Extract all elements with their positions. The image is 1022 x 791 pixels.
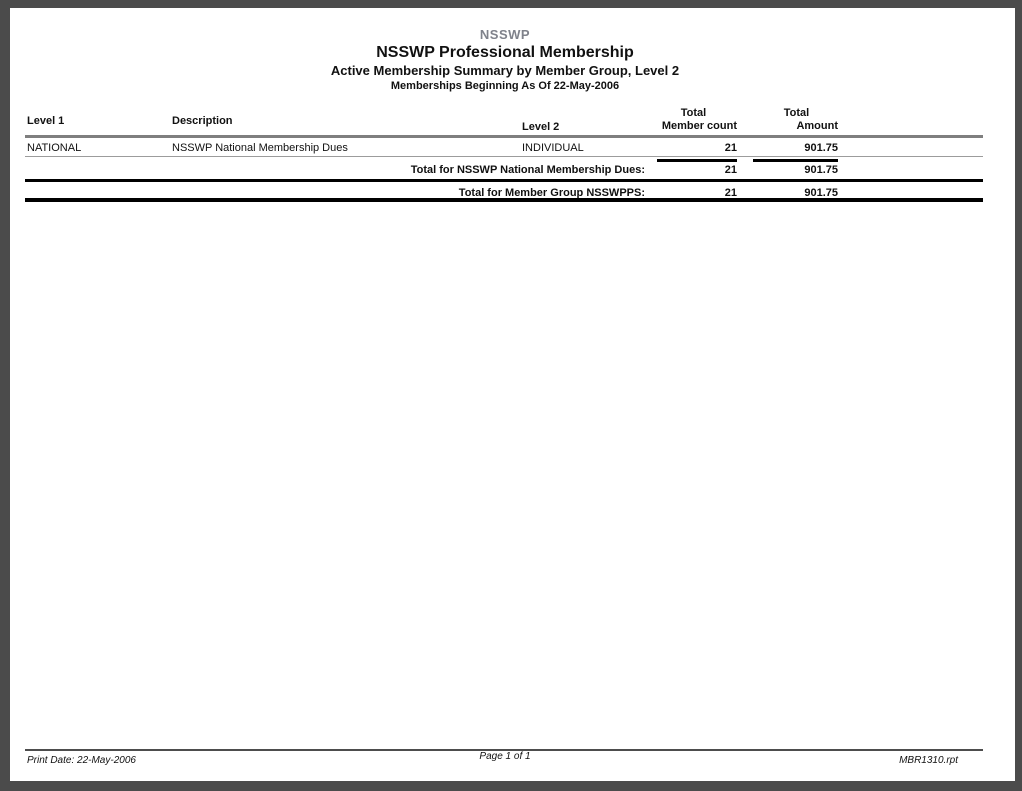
report-date-line: Memberships Beginning As Of 22-May-2006 xyxy=(390,80,620,92)
member-count-total-overline xyxy=(657,159,737,162)
cell-description: NSSWP National Membership Dues xyxy=(172,142,348,154)
column-header-amount: Total Amount xyxy=(755,107,838,133)
report-title: NSSWP Professional Membership xyxy=(376,44,634,61)
report-subtitle: Active Membership Summary by Member Grou… xyxy=(330,63,680,78)
data-row-divider xyxy=(25,156,983,157)
group-total-amount: 901.75 xyxy=(804,164,838,176)
column-header-level2: Level 2 xyxy=(522,121,560,133)
cell-member-count: 21 xyxy=(724,142,737,154)
cell-amount: 901.75 xyxy=(804,142,838,154)
cell-level1: NATIONAL xyxy=(27,142,82,154)
grand-total-label: Total for Member Group NSSWPPS: xyxy=(458,187,645,199)
group-total-label: Total for NSSWP National Membership Dues… xyxy=(410,164,645,176)
column-header-amount-bottom: Amount xyxy=(796,120,838,132)
report-page: NSSWP NSSWP Professional Membership Acti… xyxy=(10,8,1015,781)
print-date: Print Date: 22-May-2006 xyxy=(27,755,136,766)
header-divider xyxy=(25,135,983,138)
footer-divider xyxy=(25,749,983,751)
column-header-member-count-top: Total xyxy=(680,107,707,119)
column-header-level1: Level 1 xyxy=(27,115,65,127)
org-name: NSSWP xyxy=(479,27,531,42)
amount-total-overline xyxy=(753,159,838,162)
grand-total-amount: 901.75 xyxy=(804,187,838,199)
group-total-member-count: 21 xyxy=(724,164,737,176)
column-header-member-count: Total Member count xyxy=(650,107,737,133)
grand-total-divider xyxy=(25,198,983,202)
cell-level2: INDIVIDUAL xyxy=(522,142,584,154)
column-header-description: Description xyxy=(172,115,233,127)
report-file-name: MBR1310.rpt xyxy=(899,755,958,766)
column-header-member-count-bottom: Member count xyxy=(661,120,737,132)
grand-total-member-count: 21 xyxy=(724,187,737,199)
column-header-amount-top: Total xyxy=(783,107,810,119)
group-total-divider xyxy=(25,179,983,182)
page-number: Page 1 of 1 xyxy=(479,751,531,762)
